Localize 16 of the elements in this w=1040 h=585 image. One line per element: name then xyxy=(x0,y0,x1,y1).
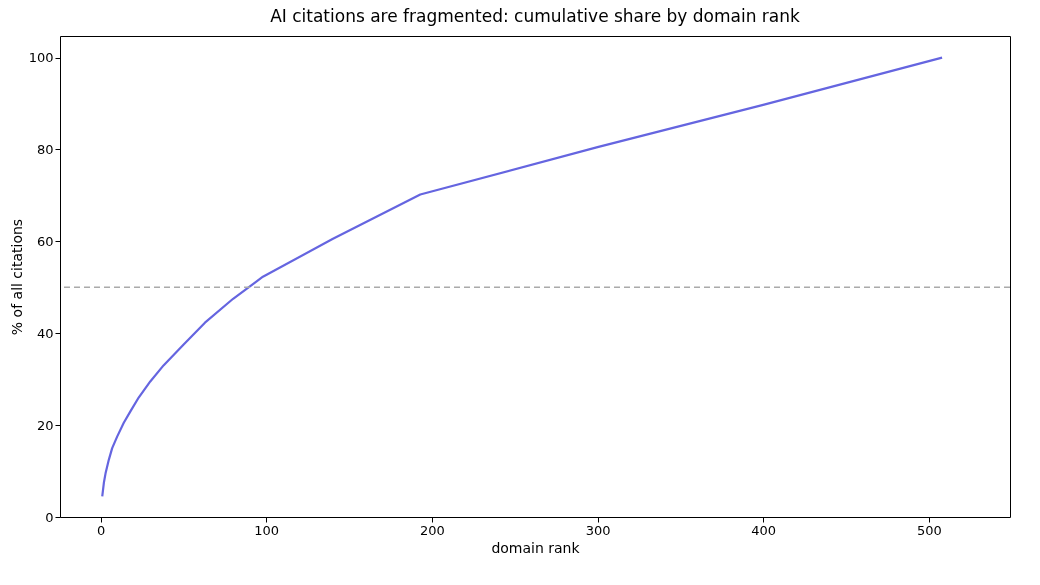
line-series xyxy=(101,56,944,498)
x-tick-label: 500 xyxy=(916,522,942,538)
y-tick-label: 40 xyxy=(36,325,54,341)
y-tick-label: 0 xyxy=(45,509,54,525)
chart-title: AI citations are fragmented: cumulative share by domain rank xyxy=(270,6,801,26)
y-tick-label: 60 xyxy=(36,233,54,249)
y-tick-label: 80 xyxy=(36,141,54,157)
x-axis-title: domain rank xyxy=(491,539,581,556)
y-axis-title: % of all citations xyxy=(8,218,25,336)
x-tick-label: 300 xyxy=(585,522,611,538)
x-tick-label: 200 xyxy=(419,522,445,538)
y-tick-label: 100 xyxy=(28,50,54,66)
x-tick-label: 400 xyxy=(751,522,777,538)
x-tick-label: 100 xyxy=(254,522,280,538)
y-tick-label: 20 xyxy=(36,417,54,433)
x-tick-label: 0 xyxy=(96,522,106,538)
